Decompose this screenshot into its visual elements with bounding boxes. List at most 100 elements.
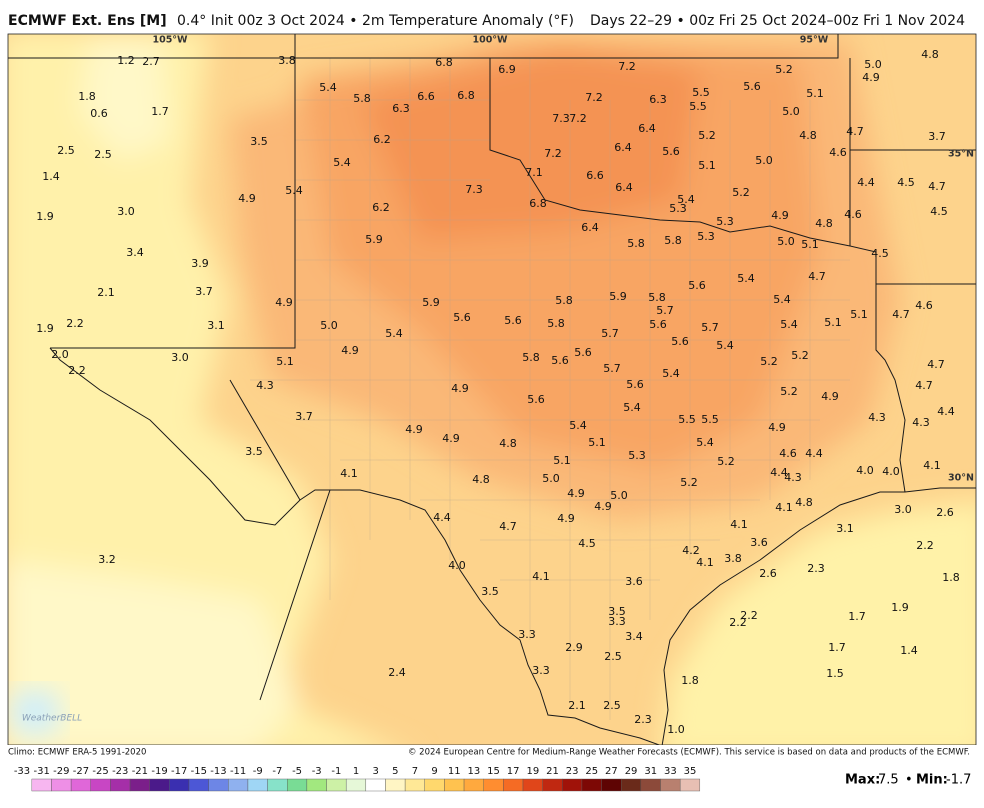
anomaly-label: 4.7	[915, 379, 933, 392]
shade-nw	[80, 40, 170, 160]
anomaly-label: 4.9	[451, 382, 469, 395]
colorbar-swatch	[306, 778, 327, 792]
anomaly-label: 7.3	[552, 112, 570, 125]
anomaly-label: 2.2	[740, 609, 758, 622]
colorbar-swatch	[365, 778, 386, 792]
anomaly-label: 2.4	[388, 666, 406, 679]
anomaly-label: 5.1	[276, 355, 294, 368]
colorbar-swatch	[129, 778, 150, 792]
colorbar-tick-label: 31	[644, 766, 657, 777]
anomaly-label: 5.3	[628, 449, 646, 462]
colorbar-swatch	[601, 778, 622, 792]
anomaly-label: 4.3	[868, 411, 886, 424]
anomaly-label: 4.3	[256, 379, 274, 392]
colorbar-swatch	[679, 778, 701, 792]
colorbar-swatch	[660, 778, 681, 792]
anomaly-label: 1.5	[826, 667, 844, 680]
anomaly-label: 5.8	[648, 291, 666, 304]
county-lines	[250, 58, 850, 720]
anomaly-label: 5.6	[551, 354, 569, 367]
anomaly-label: 4.5	[930, 205, 948, 218]
ar-la-border	[850, 149, 976, 285]
anomaly-label: 2.5	[57, 144, 75, 157]
max-value: 7.5	[878, 773, 899, 788]
anomaly-label: 2.9	[565, 641, 583, 654]
anomaly-label: 0.6	[90, 107, 108, 120]
anomaly-label: 4.8	[815, 217, 833, 230]
anomaly-label: 2.2	[68, 364, 86, 377]
anomaly-label: 5.1	[806, 87, 824, 100]
colorbar-tick-label: -7	[272, 766, 282, 777]
anomaly-label: 3.0	[117, 205, 135, 218]
colorbar-swatch	[542, 778, 563, 792]
anomaly-label: 5.6	[574, 346, 592, 359]
anomaly-label: 4.0	[882, 465, 900, 478]
anomaly-label: 5.2	[791, 349, 809, 362]
anomaly-label: 5.0	[542, 472, 560, 485]
colorbar-tick-label: -3	[312, 766, 322, 777]
anomaly-label: 5.8	[627, 237, 645, 250]
anomaly-label: 5.1	[801, 238, 819, 251]
anomaly-label: 1.7	[151, 105, 169, 118]
anomaly-label: 4.6	[844, 208, 862, 221]
stats-sep: •	[905, 773, 913, 788]
anomaly-label: 3.7	[195, 285, 213, 298]
anomaly-label: 4.9	[862, 71, 880, 84]
anomaly-label: 4.7	[892, 308, 910, 321]
anomaly-label: 4.2	[682, 544, 700, 557]
anomaly-label: 4.6	[829, 146, 847, 159]
anomaly-label: 5.5	[692, 86, 710, 99]
anomaly-label: 5.0	[320, 319, 338, 332]
anomaly-label: 4.7	[808, 270, 826, 283]
colorbar-swatch	[169, 778, 190, 792]
anomaly-label: 2.7	[142, 55, 160, 68]
anomaly-label: 3.5	[481, 585, 499, 598]
anomaly-label: 5.0	[864, 58, 882, 71]
anomaly-label: 5.4	[773, 293, 791, 306]
anomaly-label: 4.9	[442, 432, 460, 445]
anomaly-label: 5.4	[780, 318, 798, 331]
anomaly-label: 5.1	[698, 159, 716, 172]
shade-gulf	[661, 501, 976, 745]
colorbar-tick-label: 13	[468, 766, 481, 777]
colorbar-tick-label: 9	[431, 766, 437, 777]
anomaly-label: 3.0	[894, 503, 912, 516]
anomaly-label: 4.7	[927, 358, 945, 371]
anomaly-label: 6.4	[638, 122, 656, 135]
colorbar-tick-label: 27	[605, 766, 618, 777]
anomaly-label: 3.6	[750, 536, 768, 549]
colorbar-tick-label: 1	[353, 766, 359, 777]
anomaly-label: 5.4	[662, 367, 680, 380]
climo-note: Climo: ECMWF ERA-5 1991-2020	[8, 748, 146, 758]
anomaly-label: 5.4	[716, 339, 734, 352]
anomaly-label: 6.6	[586, 169, 604, 182]
anomaly-label: 6.8	[457, 89, 475, 102]
lat-label: 30°N	[948, 473, 974, 484]
anomaly-label: 7.3	[465, 183, 483, 196]
anomaly-label: 5.7	[656, 304, 674, 317]
anomaly-label: 1.8	[942, 571, 960, 584]
anomaly-label: 4.9	[275, 296, 293, 309]
anomaly-label: 6.4	[615, 181, 633, 194]
anomaly-label: 4.9	[594, 500, 612, 513]
anomaly-label: 5.6	[504, 314, 522, 327]
anomaly-label: 4.1	[532, 570, 550, 583]
colorbar-tick-label: 15	[487, 766, 500, 777]
anomaly-label: 6.3	[649, 93, 667, 106]
colorbar-swatch	[463, 778, 484, 792]
anomaly-label: 5.4	[737, 272, 755, 285]
anomaly-label: 4.1	[923, 459, 941, 472]
colorbar-tick-label: -11	[230, 766, 246, 777]
anomaly-label: 4.9	[567, 487, 585, 500]
anomaly-label: 4.9	[341, 344, 359, 357]
anomaly-label: 2.1	[97, 286, 115, 299]
colorbar-tick-label: -1	[331, 766, 341, 777]
colorbar-tick-label: -21	[132, 766, 148, 777]
anomaly-label: 4.1	[775, 501, 793, 514]
min-label: Min:	[916, 773, 948, 788]
anomaly-label: 5.6	[688, 279, 706, 292]
anomaly-label: 5.2	[775, 63, 793, 76]
anomaly-label: 2.0	[51, 348, 69, 361]
colorbar-tick-label: 23	[566, 766, 579, 777]
anomaly-label: 5.2	[732, 186, 750, 199]
